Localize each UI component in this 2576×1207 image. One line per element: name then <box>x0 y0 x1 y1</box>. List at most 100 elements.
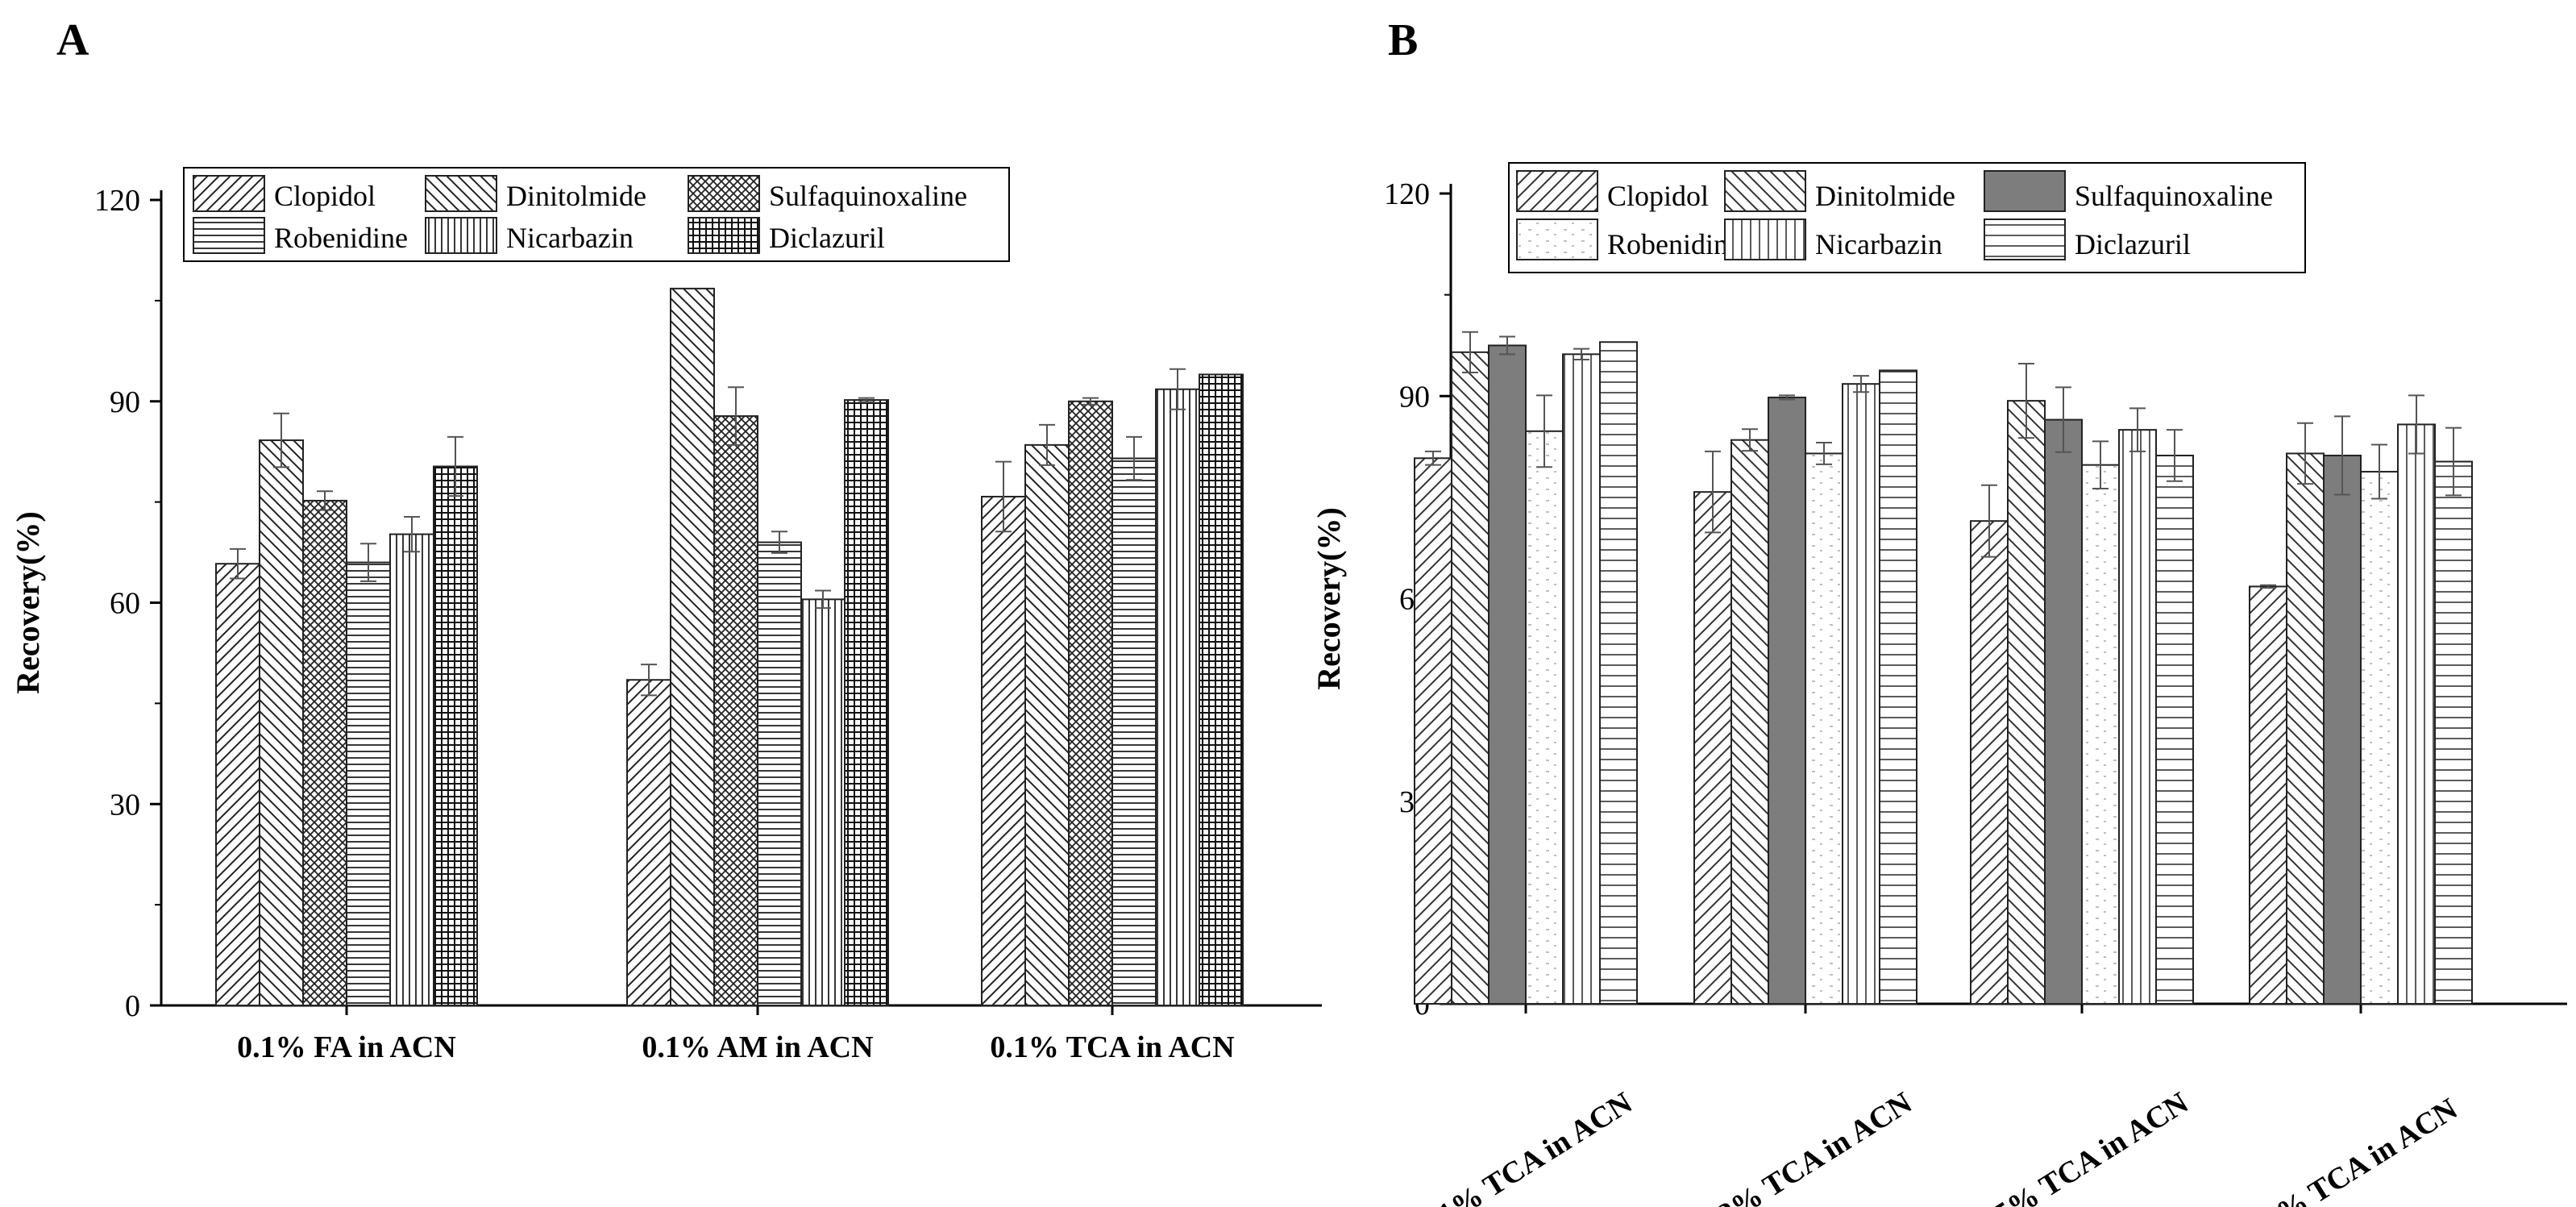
b-legend-label-nicarbazin: Nicarbazin <box>1815 228 1942 260</box>
b-bar-clopidol-2 <box>1693 491 1732 1005</box>
a-bar-nicarbazin-2 <box>800 598 846 1007</box>
a-y-axis-label: Recovery(%) <box>10 511 46 694</box>
a-bar-dinitolmide-1 <box>259 439 304 1006</box>
a-bar-sulfaquinoxaline-2 <box>713 415 758 1006</box>
b-bar-dinitolmide-2 <box>1730 439 1769 1005</box>
a-x-tick-label: 0.1% AM in ACN <box>642 1030 873 1064</box>
a-legend-label-robenidine: Robenidine <box>274 222 408 254</box>
a-error-bar-diclazuril-2 <box>858 397 875 403</box>
a-bar-robenidine-2 <box>757 541 802 1006</box>
b-bar-dinitolmide-1 <box>1451 351 1490 1005</box>
b-error-bar-nicarbazin-4 <box>2408 394 2424 455</box>
b-bar-dinitolmide-3 <box>2007 400 2046 1005</box>
b-y-tick-label: 90 <box>1399 380 1430 414</box>
a-error-bar-diclazuril-1 <box>447 435 463 497</box>
a-bar-sulfaquinoxaline-1 <box>302 499 347 1006</box>
a-legend-swatch-diclazuril <box>688 217 760 254</box>
a-error-bar-robenidine-2 <box>771 531 787 554</box>
a-legend-label-nicarbazin: Nicarbazin <box>506 222 634 254</box>
b-legend-swatch-robenidine <box>1516 219 1598 260</box>
a-error-bar-robenidine-3 <box>1126 435 1142 481</box>
b-x-tick-label: 1% TCA in ACN <box>2258 1092 2463 1207</box>
chart-a: 0 30 60 90 120 Recovery(%) 0.1% FA in ACN 0.1% … <box>10 167 1322 1064</box>
a-bar-robenidine-3 <box>1111 457 1157 1006</box>
a-error-bar-clopidol-3 <box>995 460 1012 533</box>
a-bar-diclazuril-3 <box>1199 373 1244 1006</box>
a-bar-nicarbazin-1 <box>389 533 434 1006</box>
a-error-bar-sulfaquinoxaline-3 <box>1082 397 1099 406</box>
a-legend-swatch-sulfaquinoxaline <box>688 175 760 212</box>
b-legend-label-dinitolmide: Dinitolmide <box>1815 180 1955 212</box>
b-y-axis-label: Recovery(%) <box>1311 507 1347 690</box>
b-error-bar-dinitolmide-2 <box>1742 428 1758 452</box>
b-error-bar-nicarbazin-3 <box>2129 407 2146 452</box>
b-error-bar-clopidol-1 <box>1425 450 1441 466</box>
a-legend-label-clopidol: Clopidol <box>274 180 376 212</box>
a-legend: Clopidol Dinitolmide Sulfaquinoxaline Roben… <box>183 167 1010 262</box>
a-y-tick-label: 60 <box>110 587 140 621</box>
panel-label-a: A <box>56 15 89 65</box>
b-error-bar-clopidol-2 <box>1705 450 1721 534</box>
a-legend-box <box>183 167 1010 262</box>
b-legend: Clopidol Dinitolmide Sulfaquinoxaline Roben… <box>1508 162 2306 273</box>
a-error-bar-sulfaquinoxaline-1 <box>317 490 333 511</box>
b-legend-swatch-diclazuril <box>1984 219 2066 260</box>
b-legend-label-diclazuril: Diclazuril <box>2075 228 2191 260</box>
b-legend-swatch-clopidol <box>1516 170 1598 212</box>
b-bar-dinitolmide-4 <box>2286 452 2325 1005</box>
b-x-tick-label: 0.1% TCA in ACN <box>1413 1086 1639 1207</box>
b-legend-label-clopidol: Clopidol <box>1607 180 1709 212</box>
b-bar-nicarbazin-4 <box>2397 423 2436 1005</box>
a-y-tick-label: 120 <box>94 184 140 218</box>
b-bar-sulfaquinoxaline-1 <box>1488 344 1527 1005</box>
b-error-bar-diclazuril-3 <box>2167 429 2183 482</box>
a-bar-diclazuril-2 <box>844 399 889 1006</box>
a-error-bar-dinitolmide-3 <box>1039 423 1055 466</box>
b-error-bar-nicarbazin-2 <box>1853 375 1869 393</box>
a-bar-clopidol-1 <box>215 563 260 1006</box>
a-bar-dinitolmide-2 <box>670 287 715 1006</box>
b-legend-swatch-dinitolmide <box>1724 170 1806 212</box>
a-bar-clopidol-3 <box>981 495 1026 1006</box>
b-error-bar-dinitolmide-3 <box>2018 363 2034 439</box>
b-error-bar-robenidine-4 <box>2371 443 2387 500</box>
a-error-bar-sulfaquinoxaline-2 <box>728 386 744 446</box>
b-error-bar-robenidine-1 <box>1536 394 1552 468</box>
a-error-bar-nicarbazin-1 <box>404 515 420 553</box>
b-error-bar-diclazuril-4 <box>2445 427 2462 497</box>
b-error-bar-sulfaquinoxaline-2 <box>1779 394 1795 401</box>
b-bar-nicarbazin-1 <box>1562 353 1601 1005</box>
a-bar-clopidol-2 <box>626 679 671 1006</box>
b-bar-diclazuril-3 <box>2155 454 2194 1005</box>
b-bar-diclazuril-4 <box>2434 460 2473 1005</box>
b-bar-clopidol-4 <box>2249 585 2287 1005</box>
a-legend-label-sulfaquinoxaline: Sulfaquinoxaline <box>769 180 967 212</box>
a-legend-swatch-clopidol <box>193 175 265 212</box>
b-error-bar-robenidine-3 <box>2092 440 2109 489</box>
b-bar-clopidol-1 <box>1414 457 1452 1005</box>
b-bar-sulfaquinoxaline-2 <box>1768 396 1806 1005</box>
a-bar-robenidine-1 <box>346 561 391 1006</box>
a-legend-swatch-nicarbazin <box>425 217 497 254</box>
b-error-bar-dinitolmide-4 <box>2297 422 2313 485</box>
a-y-tick-label: 30 <box>110 788 140 822</box>
a-legend-swatch-dinitolmide <box>425 175 497 212</box>
b-legend-swatch-nicarbazin <box>1724 219 1806 260</box>
a-y-tick-label: 90 <box>110 385 140 419</box>
a-error-bar-clopidol-2 <box>641 664 657 697</box>
b-x-tick-label: 0.5% TCA in ACN <box>1969 1086 2195 1207</box>
b-legend-label-sulfaquinoxaline: Sulfaquinoxaline <box>2075 180 2273 212</box>
a-bar-diclazuril-1 <box>433 465 478 1006</box>
b-error-bar-dinitolmide-1 <box>1462 331 1478 373</box>
a-y-tick-label: 0 <box>125 989 140 1023</box>
a-error-bar-clopidol-1 <box>230 547 246 580</box>
a-legend-label-dinitolmide: Dinitolmide <box>506 180 646 212</box>
b-legend-label-robenidine: Robenidine <box>1607 228 1741 260</box>
b-error-bar-sulfaquinoxaline-4 <box>2334 415 2350 496</box>
b-bar-sulfaquinoxaline-3 <box>2044 418 2083 1005</box>
b-bar-robenidine-4 <box>2360 471 2399 1005</box>
a-error-bar-nicarbazin-3 <box>1170 368 1186 410</box>
b-bar-clopidol-3 <box>1970 520 2009 1005</box>
